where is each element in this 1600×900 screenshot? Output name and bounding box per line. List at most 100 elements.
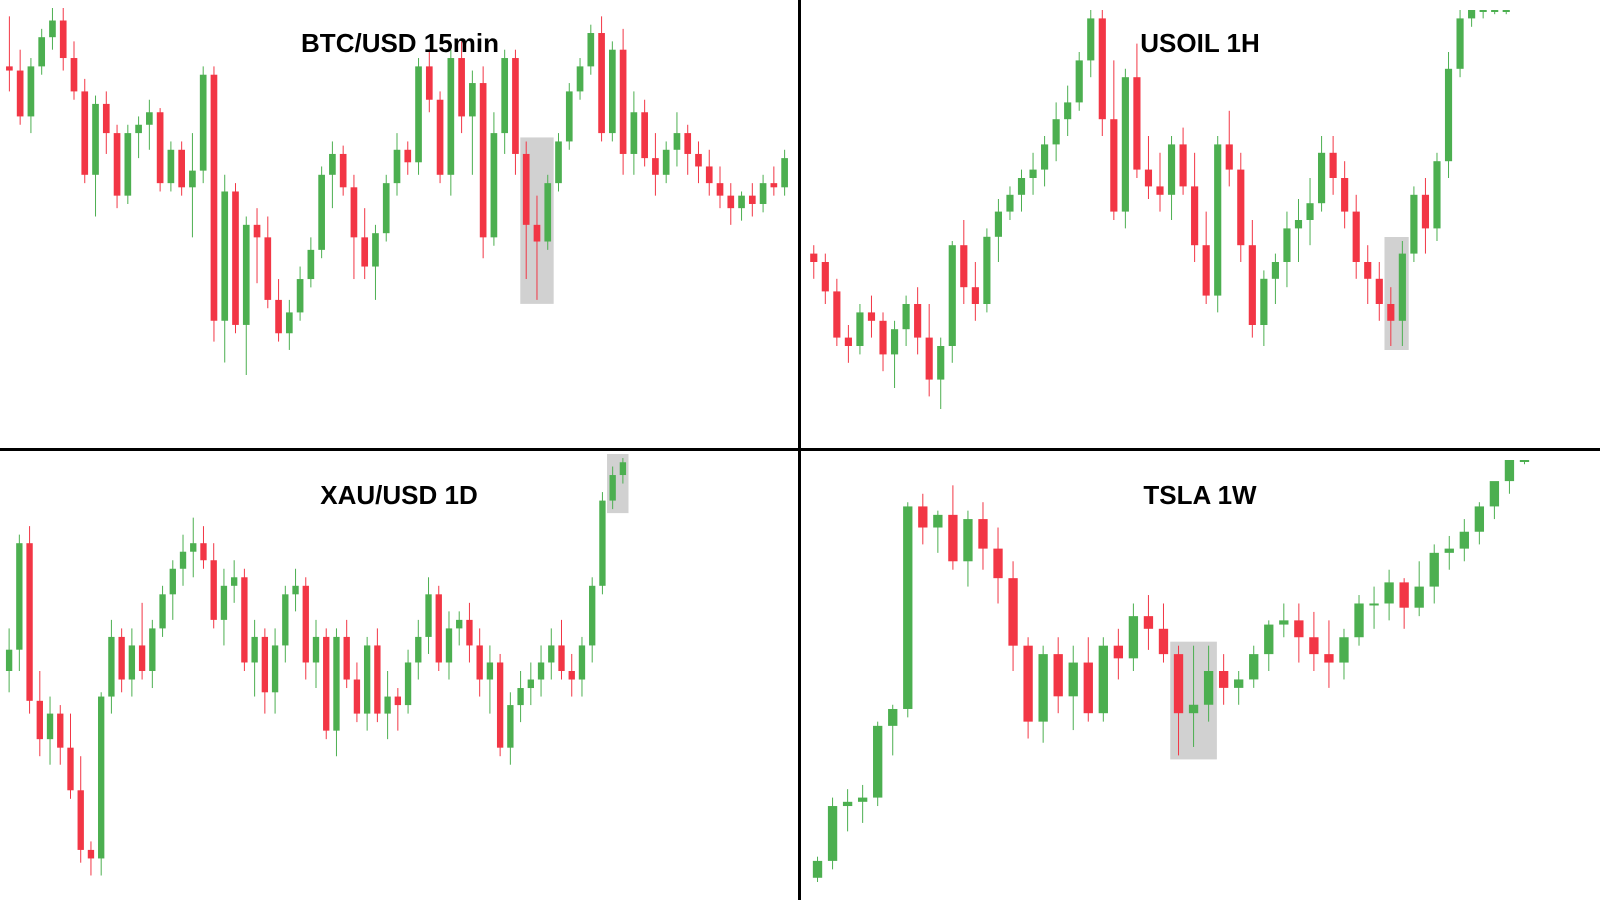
candle — [1008, 561, 1018, 671]
candle — [810, 245, 818, 279]
candle — [253, 208, 261, 284]
candle-body — [537, 662, 545, 680]
candle — [630, 91, 638, 175]
candle-body — [652, 158, 659, 175]
candle-body — [1234, 679, 1244, 688]
candle — [857, 784, 868, 823]
candle — [138, 602, 146, 680]
candle — [507, 692, 514, 765]
candle-body — [1173, 654, 1184, 714]
candle-body — [619, 462, 627, 476]
candle — [1444, 535, 1454, 570]
candle-body — [307, 249, 315, 280]
candle — [199, 66, 207, 184]
candle — [425, 49, 433, 113]
candle-body — [149, 628, 156, 671]
candle — [190, 517, 197, 578]
candle — [1234, 671, 1244, 705]
candle — [350, 174, 358, 280]
candle — [159, 585, 166, 637]
candle — [827, 797, 838, 870]
candle — [1225, 110, 1233, 187]
candle — [1179, 127, 1187, 195]
candle — [251, 619, 258, 697]
candle — [1519, 460, 1530, 465]
candle — [179, 534, 187, 586]
candle-body — [1113, 645, 1124, 659]
candle — [1264, 620, 1274, 671]
candle-body — [496, 662, 504, 748]
candle — [285, 299, 293, 350]
candle-body — [609, 475, 616, 501]
candle-body — [1098, 645, 1108, 714]
candle — [652, 133, 659, 196]
candle — [1375, 262, 1383, 321]
candle — [435, 585, 442, 671]
candle — [178, 141, 185, 196]
candle — [983, 228, 991, 313]
chart-usoil — [810, 10, 1510, 409]
candle — [1083, 637, 1093, 722]
candle — [609, 41, 616, 142]
candle — [517, 671, 524, 723]
candle-body — [738, 195, 745, 209]
candle-body — [1202, 245, 1210, 296]
candle-body — [1218, 671, 1229, 688]
candle-body — [285, 312, 293, 334]
candle — [36, 671, 43, 757]
candle — [555, 133, 562, 192]
candle-body — [190, 543, 197, 552]
candle — [1294, 603, 1304, 663]
candle-body — [49, 20, 56, 38]
candle-body — [1098, 18, 1106, 120]
candle — [1341, 161, 1349, 229]
candle-body — [1214, 144, 1222, 296]
candle-body — [445, 628, 453, 663]
candle — [565, 83, 573, 150]
candle-body — [827, 806, 838, 861]
candle — [469, 70, 476, 175]
candle-body — [1179, 144, 1187, 187]
candle-body — [466, 619, 473, 646]
candle — [1283, 211, 1291, 288]
candle — [394, 688, 402, 731]
chart-title-xau: XAU/USD 1D — [320, 480, 478, 510]
candle-body — [479, 83, 487, 238]
candle — [415, 58, 422, 175]
candle-body — [890, 329, 899, 355]
candle-body — [1260, 278, 1268, 325]
candle — [902, 295, 910, 346]
candle-body — [1008, 578, 1018, 646]
candle — [1491, 10, 1499, 15]
candle — [169, 560, 176, 620]
candle-body — [159, 594, 166, 629]
candle — [738, 191, 745, 221]
candle-body — [67, 747, 74, 791]
candle-body — [169, 568, 176, 595]
candle — [1421, 178, 1430, 254]
candle-body — [329, 153, 336, 175]
candle-body — [1489, 481, 1500, 507]
candle — [264, 216, 272, 309]
candle-body — [1468, 10, 1476, 19]
candle — [458, 41, 465, 134]
candle — [1433, 152, 1441, 241]
candle-body — [1167, 144, 1176, 195]
candle-body — [275, 299, 282, 334]
candle-body — [1156, 186, 1164, 195]
candle-body — [1133, 77, 1141, 170]
candle-body — [6, 66, 13, 71]
candle-body — [544, 183, 552, 242]
candle — [933, 510, 943, 553]
candle — [404, 141, 412, 175]
candle — [937, 337, 945, 409]
candle-body — [1283, 228, 1291, 262]
candle — [57, 705, 64, 765]
candle — [135, 116, 142, 159]
candle-body — [994, 211, 1003, 237]
candle — [684, 124, 692, 175]
candle-body — [167, 149, 175, 184]
candle-body — [1038, 654, 1048, 722]
candle — [1429, 544, 1439, 604]
candle — [404, 649, 412, 714]
